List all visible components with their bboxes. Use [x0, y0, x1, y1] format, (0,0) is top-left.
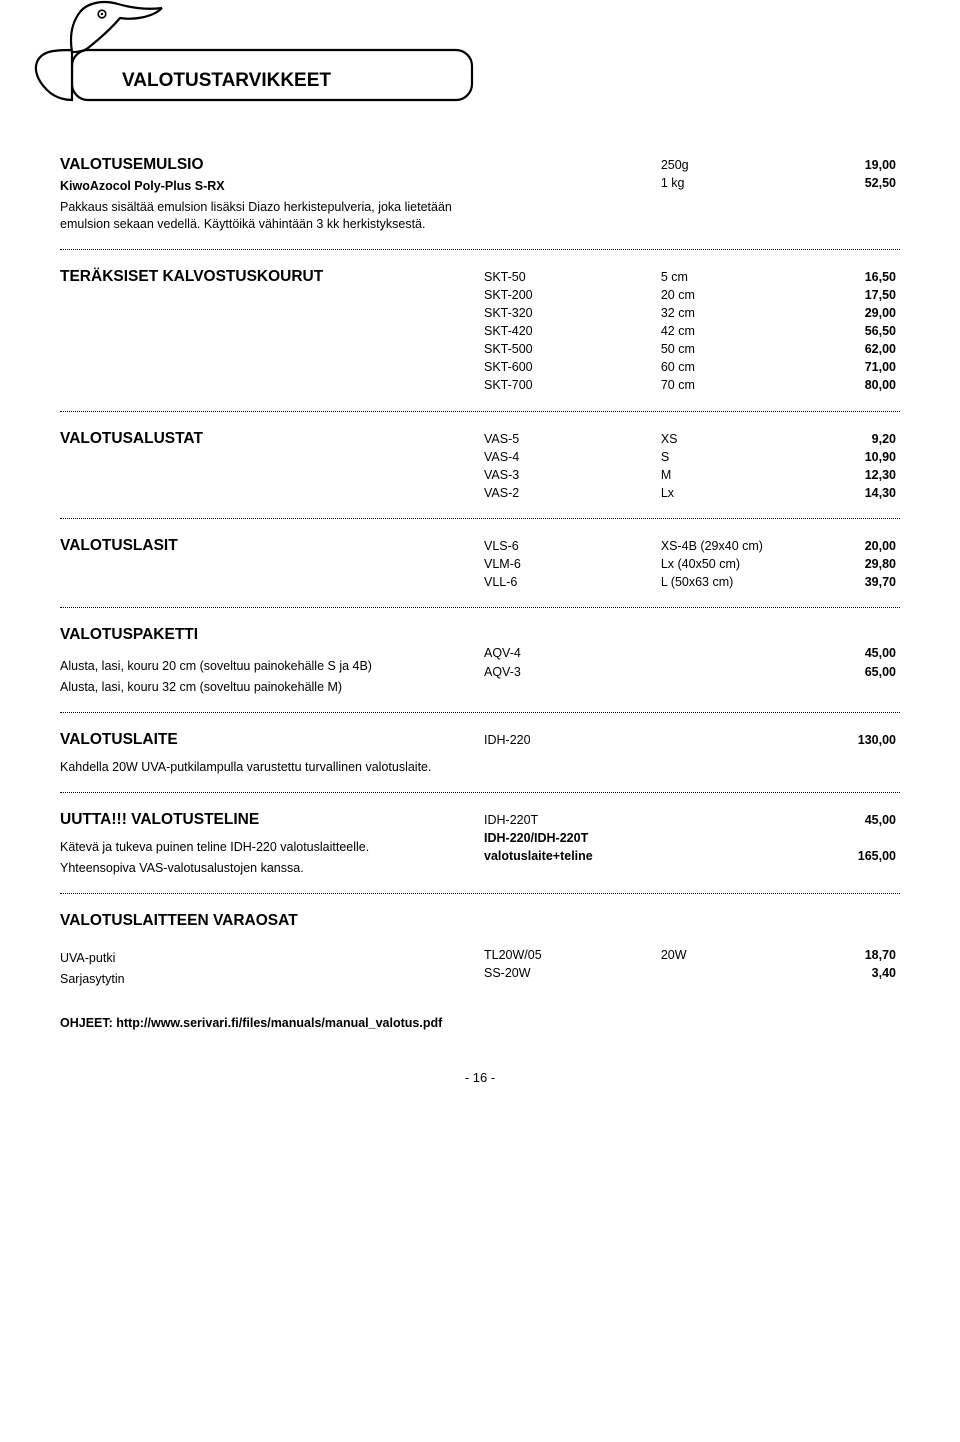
section-title: UUTTA!!! VALOTUSTELINE	[60, 811, 480, 829]
table-row: VLM-6Lx (40x50 cm)29,80	[480, 555, 900, 573]
table-row: SKT-32032 cm29,00	[480, 304, 900, 322]
table-row: SS-20W3,40	[480, 964, 900, 982]
table-row: VAS-2Lx14,30	[480, 484, 900, 502]
table-row: VAS-5XS9,20	[480, 430, 900, 448]
table-row: AQV-365,00	[480, 663, 900, 681]
price-table: IDH-220130,00	[480, 731, 900, 749]
section-lasit: VALOTUSLASIT VLS-6XS-4B (29x40 cm)20,00 …	[60, 537, 900, 591]
product-desc: Kahdella 20W UVA-putkilampulla varustett…	[60, 759, 480, 776]
section-title: TERÄKSISET KALVOSTUSKOURUT	[60, 268, 480, 286]
part-name: Sarjasytytin	[60, 971, 480, 988]
section-title: VALOTUSLAITE	[60, 731, 480, 749]
section-title: VALOTUSPAKETTI	[60, 626, 480, 644]
divider	[60, 518, 900, 519]
product-name: KiwoAzocol Poly-Plus S-RX	[60, 178, 480, 195]
part-name: UVA-putki	[60, 950, 480, 967]
table-row: 1 kg52,50	[480, 174, 900, 192]
table-row: SKT-70070 cm80,00	[480, 376, 900, 394]
table-row: SKT-20020 cm17,50	[480, 286, 900, 304]
divider	[60, 893, 900, 894]
table-row: TL20W/0520W18,70	[480, 946, 900, 964]
price-table: AQV-445,00 AQV-365,00	[480, 644, 900, 680]
divider	[60, 249, 900, 250]
table-row: VAS-3M12,30	[480, 466, 900, 484]
table-row: AQV-445,00	[480, 644, 900, 662]
divider	[60, 712, 900, 713]
table-row: VAS-4S10,90	[480, 448, 900, 466]
footer-link: OHJEET: http://www.serivari.fi/files/man…	[60, 1016, 900, 1030]
price-table: VLS-6XS-4B (29x40 cm)20,00 VLM-6Lx (40x5…	[480, 537, 900, 591]
divider	[60, 411, 900, 412]
divider	[60, 607, 900, 608]
section-emulsio: VALOTUSEMULSIO KiwoAzocol Poly-Plus S-RX…	[60, 156, 900, 233]
product-desc: Yhteensopiva VAS-valotusalustojen kanssa…	[60, 860, 480, 877]
price-table: IDH-220T45,00 IDH-220/IDH-220T valotusla…	[480, 811, 900, 865]
table-row: valotuslaite+teline165,00	[480, 847, 900, 865]
table-row: SKT-505 cm16,50	[480, 268, 900, 286]
section-paketti: VALOTUSPAKETTI Alusta, lasi, kouru 20 cm…	[60, 626, 900, 696]
section-kourut: TERÄKSISET KALVOSTUSKOURUT SKT-505 cm16,…	[60, 268, 900, 395]
price-table: VAS-5XS9,20 VAS-4S10,90 VAS-3M12,30 VAS-…	[480, 430, 900, 503]
price-table: TL20W/0520W18,70 SS-20W3,40	[480, 946, 900, 982]
section-title: VALOTUSEMULSIO	[60, 156, 480, 174]
section-teline: UUTTA!!! VALOTUSTELINE Kätevä ja tukeva …	[60, 811, 900, 877]
product-desc: Alusta, lasi, kouru 32 cm (soveltuu pain…	[60, 679, 480, 696]
page-number: - 16 -	[60, 1070, 900, 1085]
section-alustat: VALOTUSALUSTAT VAS-5XS9,20 VAS-4S10,90 V…	[60, 430, 900, 503]
table-row: IDH-220130,00	[480, 731, 900, 749]
goose-logo-icon	[12, 0, 492, 120]
table-row: SKT-50050 cm62,00	[480, 340, 900, 358]
price-table: SKT-505 cm16,50 SKT-20020 cm17,50 SKT-32…	[480, 268, 900, 395]
table-row: SKT-42042 cm56,50	[480, 322, 900, 340]
product-desc: Kätevä ja tukeva puinen teline IDH-220 v…	[60, 839, 480, 856]
price-table: 250g19,00 1 kg52,50	[480, 156, 900, 192]
table-row: SKT-60060 cm71,00	[480, 358, 900, 376]
section-varaosat: VALOTUSLAITTEEN VARAOSAT UVA-putki Sarja…	[60, 912, 900, 988]
page-title: VALOTUSTARVIKKEET	[122, 70, 331, 92]
table-row: VLL-6L (50x63 cm)39,70	[480, 573, 900, 591]
table-row: IDH-220T45,00	[480, 811, 900, 829]
product-desc: Alusta, lasi, kouru 20 cm (soveltuu pain…	[60, 658, 480, 675]
table-row: 250g19,00	[480, 156, 900, 174]
section-title: VALOTUSALUSTAT	[60, 430, 480, 448]
section-laite: VALOTUSLAITE Kahdella 20W UVA-putkilampu…	[60, 731, 900, 776]
divider	[60, 792, 900, 793]
section-title: VALOTUSLASIT	[60, 537, 480, 555]
table-row: VLS-6XS-4B (29x40 cm)20,00	[480, 537, 900, 555]
table-row: IDH-220/IDH-220T	[480, 829, 900, 847]
section-title: VALOTUSLAITTEEN VARAOSAT	[60, 912, 900, 930]
page-header: VALOTUSTARVIKKEET	[60, 30, 900, 120]
product-desc: Pakkaus sisältää emulsion lisäksi Diazo …	[60, 199, 480, 233]
